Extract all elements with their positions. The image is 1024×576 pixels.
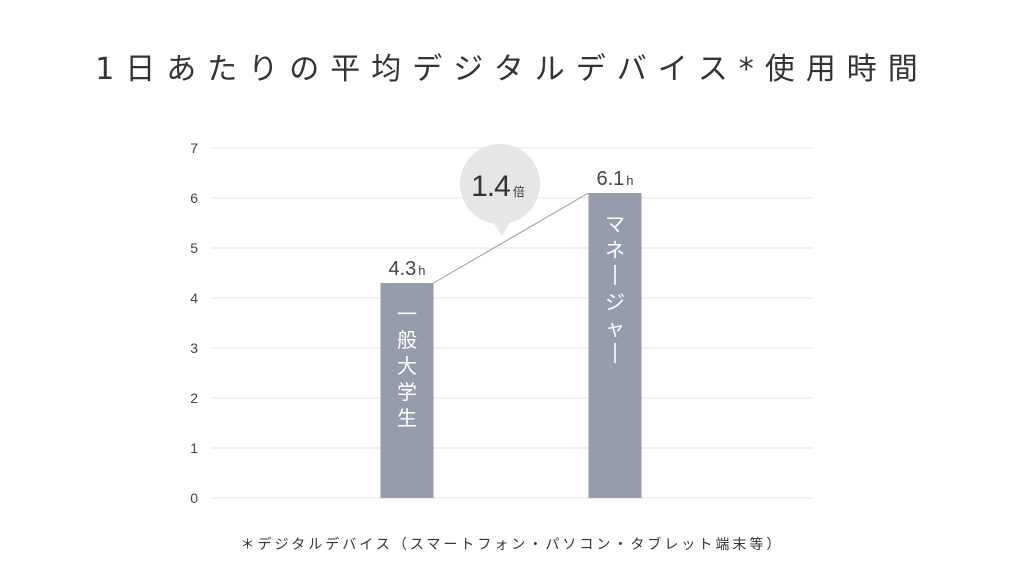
y-tick-label-2: 2 [190, 390, 198, 406]
category-char: ャ [605, 316, 625, 340]
category-char: 大 [397, 354, 417, 378]
ratio-label: 1.4 倍 [471, 170, 525, 203]
y-axis-ticks: 0 1 2 3 4 5 6 7 [190, 140, 198, 506]
value-label-2: 6.1 h [596, 168, 633, 190]
y-tick-label-5: 5 [190, 240, 198, 256]
growth-connector-line [433, 192, 589, 284]
grid-lines [212, 147, 812, 499]
y-tick-label-1: 1 [190, 440, 198, 456]
connector [433, 192, 589, 284]
category-char: マ [605, 212, 625, 236]
bubble-circle [460, 144, 540, 224]
category-char: 一 [397, 302, 417, 326]
page-title: 1日あたりの平均デジタルデバイス*使用時間 [95, 52, 929, 87]
y-tick-label-0: 0 [190, 490, 198, 506]
ratio-bubble: 1.4 倍 [460, 144, 540, 236]
category-char: ジ [605, 290, 625, 314]
footnote: ＊デジタルデバイス（スマートフォン・パソコン・タブレット端末等） [240, 537, 784, 553]
y-tick-label-6: 6 [190, 190, 198, 206]
category-char: ネ [605, 238, 625, 262]
category-char: 学 [397, 380, 417, 404]
category-char: 生 [397, 406, 417, 430]
y-tick-label-3: 3 [190, 340, 198, 356]
bars [380, 193, 642, 498]
value-label-1: 4.3 h [388, 258, 425, 280]
category-char: 般 [397, 328, 417, 352]
y-tick-label-4: 4 [190, 290, 198, 306]
y-tick-label-7: 7 [190, 140, 198, 156]
bar-1 [380, 283, 434, 498]
